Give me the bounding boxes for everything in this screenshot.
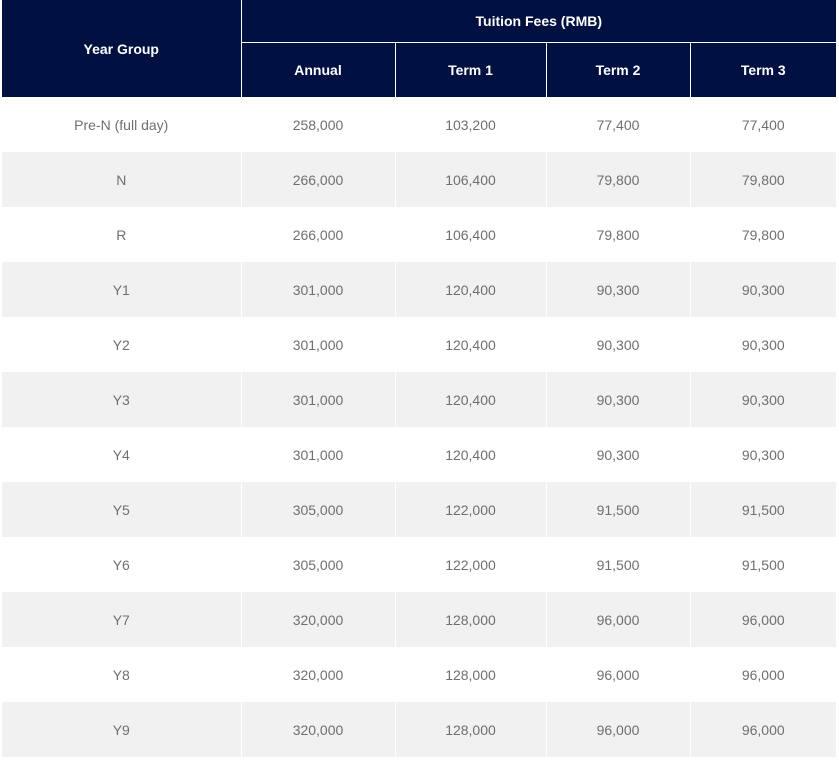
cell-term-3: 79,800 — [689, 152, 837, 207]
cell-year-group: Y9 — [112, 721, 130, 738]
header-term-2: Term 2 — [545, 42, 690, 97]
cell-annual: 320,000 — [240, 592, 395, 647]
cell-term-3: 96,000 — [689, 702, 837, 757]
table-body: Pre-N (full day) 258,000 103,200 77,400 77,4… — [2, 97, 837, 757]
cell-term-2: 90,300 — [545, 372, 690, 427]
cell-term-3: 90,300 — [689, 427, 837, 482]
cell-term-2: 91,500 — [545, 537, 690, 592]
cell-year-group: Pre-N (full day) — [74, 116, 169, 133]
header-term-1: Term 1 — [394, 42, 546, 97]
cell-annual: 301,000 — [240, 372, 395, 427]
table-row: N 266,000 106,400 79,800 79,800 — [2, 152, 837, 207]
cell-term-1: 106,400 — [394, 207, 546, 262]
cell-year-group: Y7 — [112, 611, 130, 628]
cell-term-2: 91,500 — [545, 482, 690, 537]
table-row: Y5 305,000 122,000 91,500 91,500 — [2, 482, 837, 537]
cell-term-2: 90,300 — [545, 317, 690, 372]
cell-year-group: Y3 — [112, 391, 130, 408]
cell-term-1: 120,400 — [394, 427, 546, 482]
cell-year-group: Y6 — [112, 556, 130, 573]
cell-annual: 305,000 — [240, 537, 395, 592]
cell-term-2: 90,300 — [545, 427, 690, 482]
cell-term-2: 79,800 — [545, 152, 690, 207]
cell-term-3: 90,300 — [689, 262, 837, 317]
header-annual: Annual — [240, 42, 395, 97]
header-year-group: Year Group — [2, 0, 241, 97]
table-header: Year Group Tuition Fees (RMB) Annual Ter… — [2, 0, 837, 97]
cell-term-1: 122,000 — [394, 482, 546, 537]
table-row: Y6 305,000 122,000 91,500 91,500 — [2, 537, 837, 592]
cell-term-2: 79,800 — [545, 207, 690, 262]
cell-term-2: 77,400 — [545, 97, 690, 152]
cell-annual: 320,000 — [240, 702, 395, 757]
cell-annual: 301,000 — [240, 262, 395, 317]
cell-term-1: 103,200 — [394, 97, 546, 152]
table-row: Pre-N (full day) 258,000 103,200 77,400 77,4… — [2, 97, 837, 152]
cell-term-1: 106,400 — [394, 152, 546, 207]
cell-term-1: 122,000 — [394, 537, 546, 592]
cell-term-3: 77,400 — [689, 97, 837, 152]
cell-term-1: 120,400 — [394, 317, 546, 372]
cell-term-3: 91,500 — [689, 537, 837, 592]
cell-annual: 320,000 — [240, 647, 395, 702]
cell-year-group: Y2 — [112, 336, 130, 353]
cell-annual: 301,000 — [240, 317, 395, 372]
cell-annual: 266,000 — [240, 207, 395, 262]
cell-term-3: 79,800 — [689, 207, 837, 262]
table-row: Y2 301,000 120,400 90,300 90,300 — [2, 317, 837, 372]
cell-term-3: 90,300 — [689, 372, 837, 427]
cell-term-1: 128,000 — [394, 702, 546, 757]
cell-term-3: 90,300 — [689, 317, 837, 372]
cell-term-1: 128,000 — [394, 647, 546, 702]
header-term-3: Term 3 — [689, 42, 837, 97]
table-row: Y4 301,000 120,400 90,300 90,300 — [2, 427, 837, 482]
cell-term-3: 96,000 — [689, 647, 837, 702]
table-row: Y3 301,000 120,400 90,300 90,300 — [2, 372, 837, 427]
cell-year-group: R — [116, 226, 127, 243]
cell-term-2: 96,000 — [545, 592, 690, 647]
cell-term-3: 96,000 — [689, 592, 837, 647]
cell-annual: 266,000 — [240, 152, 395, 207]
cell-term-1: 120,400 — [394, 372, 546, 427]
cell-year-group: Y8 — [112, 666, 130, 683]
cell-term-2: 96,000 — [545, 647, 690, 702]
cell-term-1: 128,000 — [394, 592, 546, 647]
cell-annual: 305,000 — [240, 482, 395, 537]
table-row: Y9 320,000 128,000 96,000 96,000 — [2, 702, 837, 757]
table-row: Y1 301,000 120,400 90,300 90,300 — [2, 262, 837, 317]
table-row: R 266,000 106,400 79,800 79,800 — [2, 207, 837, 262]
cell-annual: 301,000 — [240, 427, 395, 482]
cell-year-group: N — [116, 171, 127, 188]
cell-term-2: 90,300 — [545, 262, 690, 317]
cell-term-3: 91,500 — [689, 482, 837, 537]
cell-term-2: 96,000 — [545, 702, 690, 757]
table-row: Y8 320,000 128,000 96,000 96,000 — [2, 647, 837, 702]
table-row: Y7 320,000 128,000 96,000 96,000 — [2, 592, 837, 647]
header-tuition-fees: Tuition Fees (RMB) — [240, 0, 837, 43]
cell-year-group: Y5 — [112, 501, 130, 518]
cell-year-group: Y1 — [112, 281, 130, 298]
cell-year-group: Y4 — [112, 446, 130, 463]
cell-term-1: 120,400 — [394, 262, 546, 317]
cell-annual: 258,000 — [240, 97, 395, 152]
